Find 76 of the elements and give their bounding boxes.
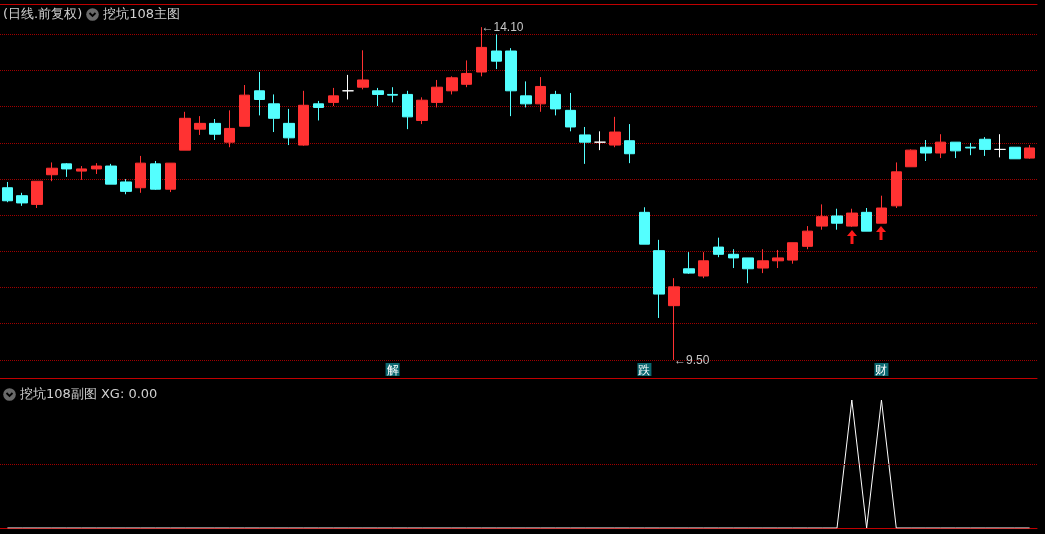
- candlestick: [802, 225, 813, 250]
- chart-title: (日线.前复权): [3, 5, 83, 23]
- candlestick: [994, 133, 1006, 158]
- candlestick: [816, 203, 828, 231]
- x-tick-label: 财: [875, 363, 888, 377]
- candlestick: [268, 93, 280, 133]
- candlestick: [653, 239, 665, 319]
- candlestick: [920, 139, 932, 162]
- candlestick: [772, 249, 784, 269]
- candlestick: [876, 195, 887, 224]
- candlestick: [979, 136, 991, 157]
- candlestick: [76, 165, 87, 181]
- candlestick: [965, 142, 976, 156]
- candlestick: [165, 162, 176, 193]
- chart-subtitle: 挖坑108主图: [103, 5, 181, 23]
- candlestick: [935, 133, 946, 159]
- candlestick: [594, 130, 606, 151]
- chart-title: 挖坑108副图 XG: 0.00: [20, 385, 158, 403]
- candlestick: [505, 47, 517, 117]
- candlestick: [846, 208, 858, 228]
- candlestick: [950, 141, 961, 159]
- candlestick: [431, 79, 443, 108]
- candlestick: [298, 90, 309, 147]
- candlestick: [683, 251, 695, 275]
- candlestick: [120, 178, 132, 195]
- candlestick: [46, 161, 58, 182]
- candlestick: [491, 33, 502, 70]
- candlestick: [135, 155, 146, 194]
- candlestick: [535, 76, 546, 113]
- candlestick: [1009, 146, 1021, 160]
- candlestick: [150, 160, 161, 191]
- candlestick: [742, 257, 754, 284]
- candlestick: [698, 251, 709, 279]
- candlestick: [713, 237, 724, 258]
- candlestick: [105, 163, 117, 185]
- candlestick: [565, 92, 576, 132]
- candlestick: [2, 181, 13, 203]
- candlestick: [239, 84, 250, 127]
- candlestick: [402, 90, 413, 130]
- candlestick: [91, 162, 102, 175]
- candlestick: [520, 80, 532, 108]
- candlestick: [446, 75, 458, 95]
- candlestick: [179, 111, 191, 151]
- candlestick: [891, 161, 902, 209]
- candlestick: [579, 126, 591, 165]
- annotation: ←9.50: [674, 352, 710, 367]
- candlestick: [209, 118, 221, 141]
- candlestick: [905, 148, 917, 168]
- annotation: ←14.10: [481, 20, 524, 35]
- x-tick-label: 解: [386, 363, 399, 377]
- candlestick: [283, 108, 295, 146]
- x-tick-label: 跌: [638, 363, 651, 377]
- candlestick: [16, 192, 28, 207]
- candlestick: [728, 248, 739, 269]
- candlestick: [357, 49, 369, 90]
- candlestick: [224, 109, 235, 148]
- candlestick: [313, 100, 324, 121]
- candlestick: [831, 208, 843, 231]
- candlestick: [387, 86, 398, 103]
- candlestick: [416, 96, 428, 125]
- candlestick: [609, 116, 621, 148]
- candlestick: [254, 71, 265, 116]
- candlestick: [61, 162, 72, 178]
- candlestick: [861, 207, 872, 232]
- candlestick: [194, 115, 206, 136]
- candlestick: [342, 74, 354, 100]
- candlestick: [550, 90, 561, 116]
- candlestick: [787, 242, 798, 265]
- candlestick: [31, 180, 43, 209]
- candlestick: [757, 248, 769, 274]
- candlestick: [372, 87, 384, 107]
- candlestick: [1024, 144, 1035, 160]
- candlestick: [328, 87, 339, 107]
- candlestick: [461, 59, 472, 88]
- candlestick: [624, 123, 635, 164]
- candlestick: [639, 206, 650, 245]
